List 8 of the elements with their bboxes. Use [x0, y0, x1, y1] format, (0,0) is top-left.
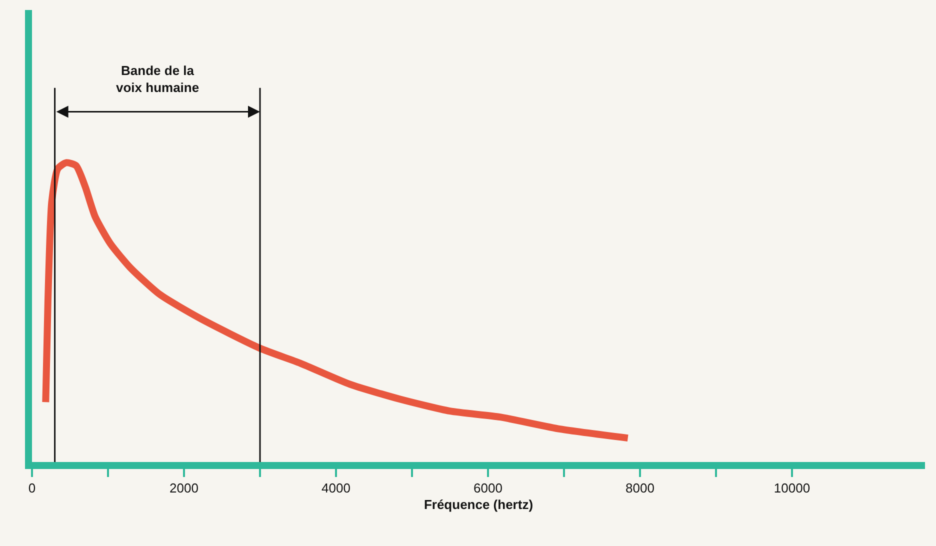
- x-tick-label: 2000: [170, 480, 198, 496]
- x-axis-title: Fréquence (hertz): [424, 497, 534, 512]
- x-tick-label: 6000: [474, 480, 502, 496]
- x-tick-label: 10000: [774, 480, 810, 496]
- x-tick-label: 0: [28, 480, 36, 496]
- x-tick-label: 8000: [626, 480, 654, 496]
- text: Bande de la voix humaine: [116, 63, 200, 95]
- x-tick-label: 4000: [322, 480, 350, 496]
